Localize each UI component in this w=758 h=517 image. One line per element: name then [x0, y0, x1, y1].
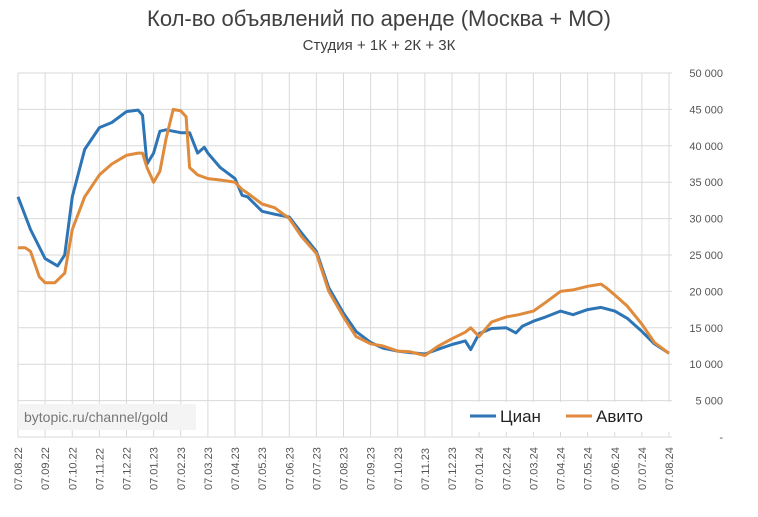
legend-label: Циан	[500, 407, 541, 426]
y-tick-label: 15 000	[689, 323, 723, 335]
x-tick-label: 07.06.24	[610, 447, 622, 490]
x-tick-label: 07.10.23	[393, 447, 405, 490]
x-tick-label: 07.03.23	[203, 447, 215, 490]
x-tick-label: 07.05.24	[583, 447, 595, 490]
y-tick-label: 35 000	[689, 177, 723, 189]
y-tick-label: 30 000	[689, 214, 723, 226]
x-tick-label: 07.09.23	[366, 447, 378, 490]
x-tick-label: 07.04.23	[230, 447, 242, 490]
x-tick-label: 07.07.24	[637, 447, 649, 490]
x-tick-label: 07.07.23	[311, 447, 323, 490]
x-tick-label: 07.10.22	[67, 447, 79, 490]
watermark-box	[18, 404, 196, 430]
legend-label: Авито	[596, 407, 643, 426]
y-tick-label: 45 000	[689, 104, 723, 116]
x-tick-label: 07.08.22	[13, 447, 25, 490]
series-line-avito	[18, 107, 670, 357]
y-tick-label: -	[719, 432, 723, 444]
x-tick-label: 07.01.23	[149, 447, 161, 490]
x-tick-label: 07.04.24	[556, 447, 568, 490]
y-tick-label: 20 000	[689, 286, 723, 298]
y-tick-label: 5 000	[695, 396, 723, 408]
x-tick-label: 07.11.22	[94, 448, 106, 490]
x-tick-label: 07.02.23	[176, 447, 188, 490]
x-tick-label: 07.08.24	[664, 447, 676, 490]
y-tick-label: 50 000	[689, 68, 723, 80]
x-tick-label: 07.12.23	[447, 447, 459, 490]
chart-title: Кол-во объявлений по аренде (Москва + МО…	[147, 6, 611, 31]
x-tick-label: 07.08.23	[339, 447, 351, 490]
chart-subtitle: Студия + 1К + 2К + 3К	[302, 37, 456, 54]
x-tick-label: 07.09.22	[40, 447, 52, 490]
x-tick-label: 07.03.24	[528, 447, 540, 490]
x-tick-label: 07.01.24	[474, 447, 486, 490]
x-tick-label: 07.06.23	[284, 447, 296, 490]
y-tick-label: 25 000	[689, 250, 723, 262]
x-tick-label: 07.11.23	[420, 448, 432, 490]
x-tick-label: 07.05.23	[257, 447, 269, 490]
y-tick-label: 10 000	[689, 359, 723, 371]
x-tick-label: 07.02.24	[501, 447, 513, 490]
y-tick-label: 40 000	[689, 141, 723, 153]
series-line-cian	[16, 108, 670, 356]
x-tick-label: 07.12.22	[122, 447, 134, 490]
watermark: bytopic.ru/channel/gold	[24, 409, 168, 425]
